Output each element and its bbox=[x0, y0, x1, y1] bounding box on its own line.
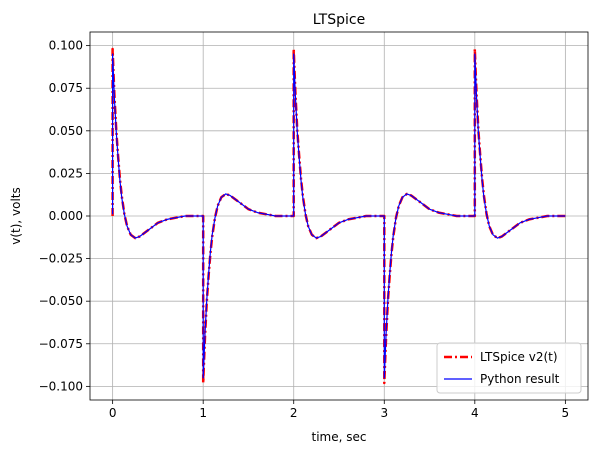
legend-label-python: Python result bbox=[480, 372, 560, 386]
x-ticks: 0 1 2 3 4 5 bbox=[109, 400, 569, 420]
y-tick-label: −0.025 bbox=[39, 252, 83, 266]
x-tick-label: 5 bbox=[562, 406, 570, 420]
y-tick-label: 0.100 bbox=[49, 39, 83, 53]
x-axis-label: time, sec bbox=[312, 430, 367, 444]
y-tick-label: −0.075 bbox=[39, 337, 83, 351]
y-tick-label: 0.075 bbox=[49, 81, 83, 95]
legend-box bbox=[436, 342, 582, 394]
series-python-line bbox=[112, 53, 566, 379]
x-tick-label: 2 bbox=[290, 406, 298, 420]
chart-title: LTSpice bbox=[313, 12, 365, 28]
y-tick-label: 0.050 bbox=[49, 124, 83, 138]
y-tick-label: 0.000 bbox=[49, 209, 83, 223]
series-layer bbox=[111, 47, 566, 385]
x-tick-label: 4 bbox=[471, 406, 479, 420]
y-tick-label: −0.050 bbox=[39, 294, 83, 308]
y-tick-label: 0.025 bbox=[49, 166, 83, 180]
legend-label-ltspice: LTSpice v2(t) bbox=[480, 350, 558, 364]
y-tick-label: −0.100 bbox=[39, 379, 83, 393]
x-tick-label: 0 bbox=[109, 406, 117, 420]
x-tick-label: 3 bbox=[380, 406, 388, 420]
x-tick-label: 1 bbox=[199, 406, 207, 420]
y-ticks: −0.100 −0.075 −0.050 −0.025 0.000 0.025 0.050 0… bbox=[39, 39, 90, 393]
y-axis-label: v(t), volts bbox=[9, 187, 23, 245]
legend: LTSpice v2(t) Python result bbox=[436, 342, 582, 394]
